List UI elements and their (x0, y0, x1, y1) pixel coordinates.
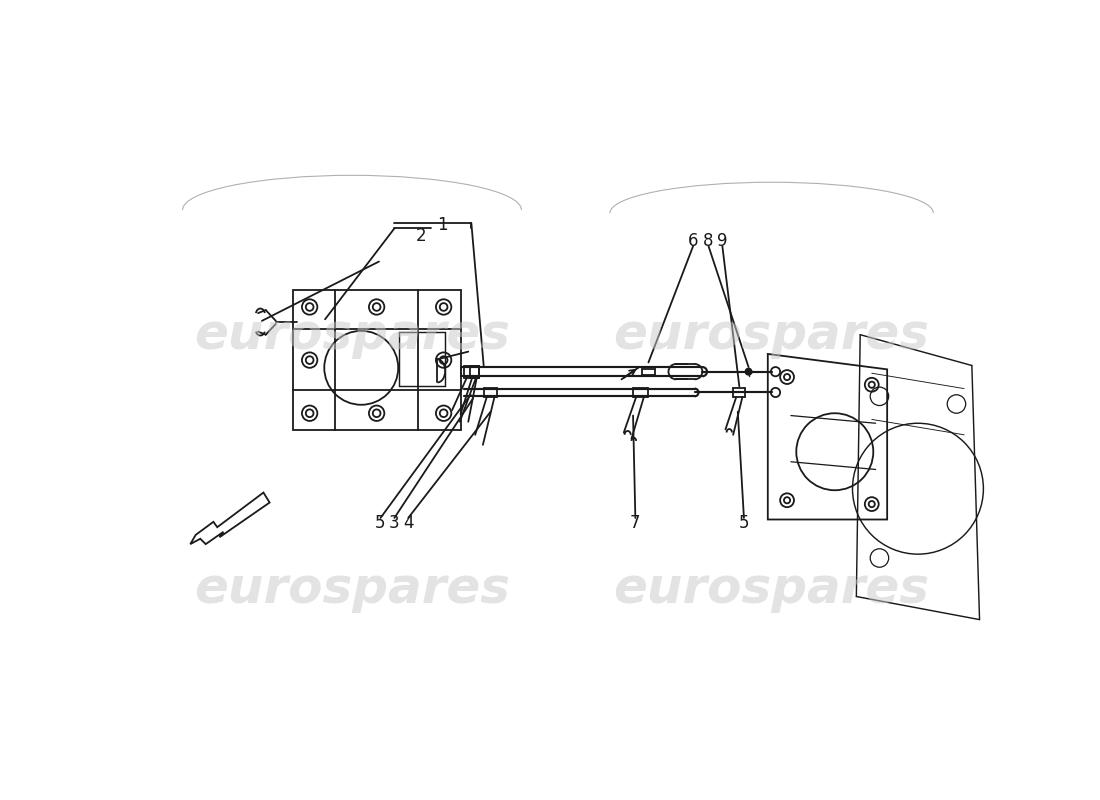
Text: 4: 4 (403, 514, 414, 532)
Text: eurospares: eurospares (614, 310, 930, 358)
Circle shape (746, 369, 751, 374)
Text: 8: 8 (703, 232, 714, 250)
Text: 6: 6 (688, 232, 698, 250)
Text: 1: 1 (438, 216, 448, 234)
Circle shape (771, 367, 780, 376)
Text: eurospares: eurospares (194, 565, 510, 613)
Text: eurospares: eurospares (614, 565, 930, 613)
Text: eurospares: eurospares (194, 310, 510, 358)
Circle shape (771, 388, 780, 397)
Polygon shape (190, 493, 270, 544)
Text: 7: 7 (630, 514, 640, 532)
Text: 9: 9 (717, 232, 727, 250)
Text: 2: 2 (416, 227, 427, 245)
Text: 5: 5 (375, 514, 386, 532)
Text: 3: 3 (389, 514, 399, 532)
Text: 5: 5 (739, 514, 749, 532)
